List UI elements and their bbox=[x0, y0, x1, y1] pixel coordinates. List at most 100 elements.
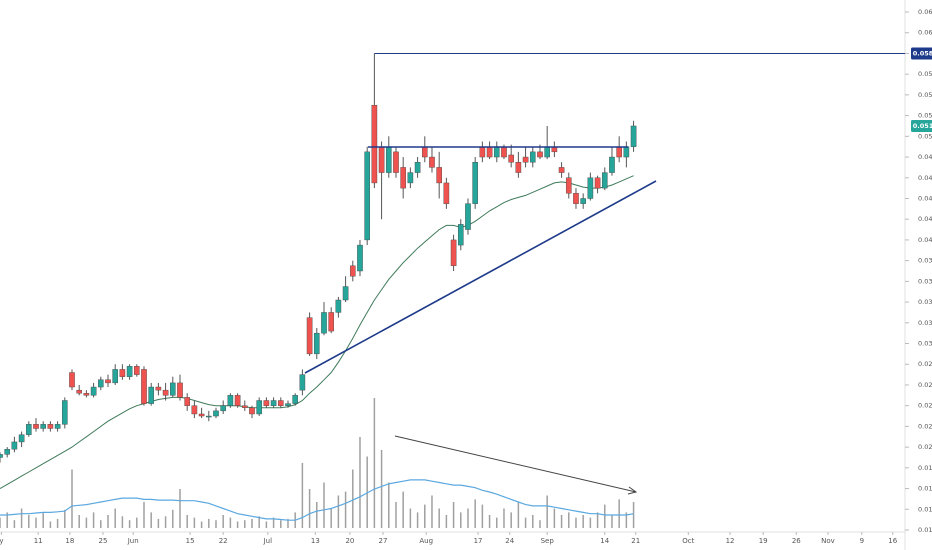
y-tick-label: 0.026 bbox=[918, 381, 932, 389]
volume-bar bbox=[71, 469, 73, 528]
x-tick-label: y bbox=[0, 537, 4, 545]
candle-body bbox=[205, 415, 212, 418]
candle-body bbox=[105, 379, 111, 384]
candle-body bbox=[0, 454, 3, 458]
candle-body bbox=[544, 146, 550, 158]
x-tick-label: Jul bbox=[263, 537, 273, 545]
volume-bar bbox=[560, 515, 563, 528]
candle-body bbox=[508, 154, 514, 163]
y-tick-label: 0.034 bbox=[918, 298, 932, 306]
volume-bar bbox=[301, 463, 304, 528]
candle-body bbox=[54, 424, 61, 429]
volume-bar bbox=[575, 517, 577, 528]
candle-body bbox=[270, 400, 277, 406]
y-tick-label: 0.056 bbox=[918, 70, 932, 78]
volume-bar bbox=[229, 517, 232, 528]
volume-bar bbox=[452, 502, 455, 528]
x-tick-label: 14 bbox=[600, 537, 609, 545]
candle-body bbox=[565, 177, 572, 194]
candle-body bbox=[33, 424, 39, 429]
candle-body bbox=[213, 410, 219, 417]
price-label-box bbox=[911, 119, 932, 132]
x-tick-label: 11 bbox=[34, 537, 43, 545]
candle-body bbox=[472, 162, 478, 204]
candle-body bbox=[609, 156, 615, 173]
volume-bar bbox=[460, 512, 462, 528]
candle-body bbox=[119, 369, 126, 377]
volume-bar bbox=[625, 512, 628, 528]
y-tick-label: 0.038 bbox=[918, 257, 932, 265]
volume-bar bbox=[208, 518, 210, 528]
volume-pane bbox=[0, 398, 635, 528]
candle-body bbox=[450, 239, 457, 267]
y-tick-label: 0.052 bbox=[918, 112, 932, 120]
volume-bar bbox=[280, 520, 282, 528]
candle-body bbox=[241, 405, 248, 408]
y-tick-label: 0.044 bbox=[918, 194, 932, 202]
x-tick-label: Aug bbox=[419, 537, 433, 545]
candle-body bbox=[97, 379, 104, 388]
volume-bar bbox=[20, 508, 23, 528]
candle-body bbox=[155, 386, 162, 391]
volume-bar bbox=[157, 518, 160, 528]
x-tick-label: 16 bbox=[888, 537, 897, 545]
x-tick-label: 22 bbox=[219, 537, 228, 545]
volume-bar bbox=[251, 518, 253, 528]
volume-bar bbox=[611, 515, 613, 528]
candle-body bbox=[306, 317, 313, 355]
candle-body bbox=[357, 244, 363, 272]
volume-bar bbox=[380, 450, 383, 528]
volume-bar bbox=[114, 508, 116, 528]
volume-bar bbox=[215, 520, 217, 528]
volume-bar bbox=[632, 502, 635, 528]
candle-body bbox=[198, 413, 205, 417]
candle-body bbox=[227, 395, 234, 406]
candle-body bbox=[616, 146, 622, 158]
x-tick-label: 24 bbox=[505, 537, 514, 545]
y-tick-label: 0.020 bbox=[918, 443, 932, 451]
volume-bar bbox=[344, 491, 347, 528]
candle-body bbox=[256, 400, 262, 415]
volume-bar bbox=[56, 518, 59, 528]
price-label: 0.058 bbox=[913, 49, 932, 57]
volume-bar bbox=[438, 508, 440, 528]
y-tick-label: 0.024 bbox=[918, 402, 932, 410]
x-tick-label: 19 bbox=[759, 537, 768, 545]
y-tick-label: 0.018 bbox=[918, 464, 932, 472]
volume-bar bbox=[64, 509, 66, 528]
volume-bar bbox=[179, 489, 181, 528]
volume-bar bbox=[0, 517, 1, 528]
volume-bar bbox=[42, 512, 44, 528]
volume-bar bbox=[323, 482, 325, 528]
volume-bar bbox=[13, 520, 16, 528]
volume-bar bbox=[553, 508, 556, 528]
volume-bar bbox=[431, 495, 433, 528]
volume-bar bbox=[402, 491, 404, 528]
volume-bar bbox=[316, 502, 318, 528]
volume-bar bbox=[28, 515, 30, 528]
volume-bar bbox=[481, 504, 484, 528]
y-tick-label: 0.054 bbox=[918, 91, 932, 99]
candle-body bbox=[385, 146, 392, 173]
x-tick-label: Nov bbox=[821, 537, 835, 545]
volume-bar bbox=[517, 502, 520, 528]
axes: 0.012 0.014 0.016 0.018 0.020 0.022 0.024 0.026… bbox=[0, 8, 932, 545]
y-tick-label: 0.022 bbox=[918, 422, 932, 430]
candle-body bbox=[292, 395, 298, 404]
candle-body bbox=[321, 312, 327, 334]
candle-body bbox=[414, 162, 421, 173]
y-tick-label: 0.042 bbox=[918, 215, 932, 223]
candle-body bbox=[400, 167, 406, 189]
candle-body bbox=[141, 369, 147, 404]
volume-bar bbox=[539, 520, 541, 528]
candle-body bbox=[285, 403, 291, 406]
volume-bar bbox=[330, 508, 332, 528]
y-tick-label: 0.060 bbox=[918, 29, 932, 37]
candle-body bbox=[25, 424, 32, 435]
volume-bar bbox=[503, 508, 505, 528]
volume-bar bbox=[92, 512, 95, 528]
volume-bar bbox=[128, 520, 131, 528]
candle-body bbox=[601, 172, 608, 189]
volume-bar bbox=[546, 495, 548, 528]
x-tick-label: 13 bbox=[311, 537, 320, 545]
